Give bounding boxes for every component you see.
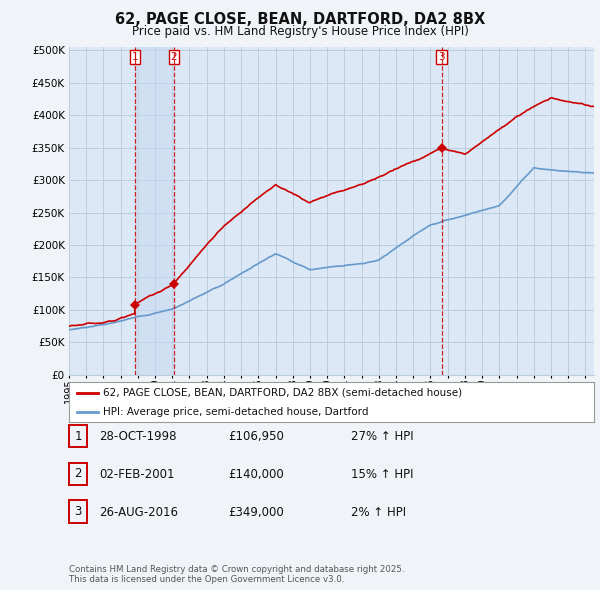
Text: 2: 2 [74,467,82,480]
Text: 2: 2 [170,52,177,62]
Text: £349,000: £349,000 [228,506,284,519]
Text: 27% ↑ HPI: 27% ↑ HPI [351,430,413,443]
Text: 3: 3 [439,52,445,62]
Text: 15% ↑ HPI: 15% ↑ HPI [351,468,413,481]
Text: 62, PAGE CLOSE, BEAN, DARTFORD, DA2 8BX: 62, PAGE CLOSE, BEAN, DARTFORD, DA2 8BX [115,12,485,27]
Text: £106,950: £106,950 [228,430,284,443]
Text: 28-OCT-1998: 28-OCT-1998 [99,430,176,443]
Bar [135,47,174,375]
Text: 62, PAGE CLOSE, BEAN, DARTFORD, DA2 8BX (semi-detached house): 62, PAGE CLOSE, BEAN, DARTFORD, DA2 8BX … [103,388,462,398]
Text: Contains HM Land Registry data © Crown copyright and database right 2025.
This d: Contains HM Land Registry data © Crown c… [69,565,404,584]
Text: 3: 3 [74,505,82,518]
Text: 2% ↑ HPI: 2% ↑ HPI [351,506,406,519]
Text: HPI: Average price, semi-detached house, Dartford: HPI: Average price, semi-detached house,… [103,407,368,417]
Text: 1: 1 [131,52,138,62]
Text: 26-AUG-2016: 26-AUG-2016 [99,506,178,519]
Text: 1: 1 [74,430,82,442]
Text: Price paid vs. HM Land Registry's House Price Index (HPI): Price paid vs. HM Land Registry's House … [131,25,469,38]
Text: £140,000: £140,000 [228,468,284,481]
Text: 02-FEB-2001: 02-FEB-2001 [99,468,175,481]
